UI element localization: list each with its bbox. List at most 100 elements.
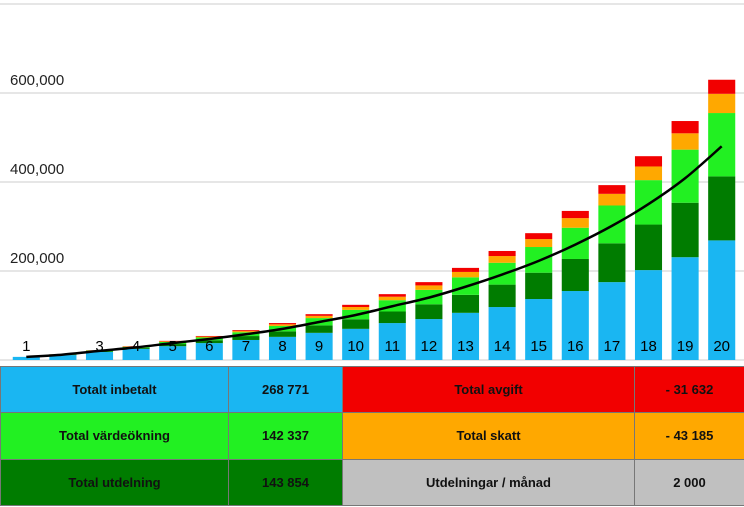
- table-cell: - 43 185: [634, 412, 744, 460]
- table-cell: Total avgift: [342, 365, 635, 414]
- bar-segment: [525, 272, 553, 300]
- bar-segment: [342, 328, 370, 360]
- y-tick-label: 600,000: [10, 72, 64, 89]
- x-tick-label: 20: [713, 338, 730, 355]
- table-cell: Total skatt: [342, 412, 635, 460]
- chart: 200,000400,000600,000800,000134567891011…: [0, 3, 744, 361]
- y-tick-label: 200,000: [10, 250, 64, 267]
- bar-segment: [415, 319, 443, 360]
- bar-segment: [195, 340, 223, 344]
- bar-segment: [451, 294, 480, 313]
- table-cell: 143 854: [228, 458, 343, 507]
- bar-segment: [342, 319, 370, 329]
- bar-segment: [598, 205, 626, 244]
- bar-segment: [12, 356, 40, 360]
- x-tick-label: 10: [347, 338, 364, 355]
- line: [26, 145, 723, 359]
- bar-segment: [488, 250, 516, 257]
- bar-segment: [232, 336, 260, 340]
- x-tick-label: 7: [242, 338, 250, 355]
- bar-segment: [561, 218, 589, 228]
- bar-segment: [195, 335, 223, 337]
- bar-segment: [305, 315, 333, 319]
- bar-segment: [488, 256, 516, 263]
- bar-segment: [85, 351, 114, 360]
- bar-segment: [561, 258, 589, 292]
- bar-segment: [451, 271, 480, 278]
- bar-segment: [159, 346, 187, 360]
- x-tick-label: 13: [457, 338, 474, 355]
- bar-segment: [671, 121, 699, 134]
- bar-segment: [159, 341, 187, 342]
- bar-segment: [671, 133, 699, 150]
- x-tick-label: 3: [95, 338, 103, 355]
- bar-segment: [232, 339, 260, 360]
- bar-segment: [415, 282, 443, 286]
- table-cell: - 31 632: [634, 365, 744, 414]
- table-cell: 268 771: [228, 365, 343, 414]
- bar-segment: [634, 166, 663, 181]
- bar-segment: [159, 344, 187, 347]
- bar-segment: [268, 336, 297, 360]
- bar-segment: [708, 176, 736, 241]
- bar-segment: [378, 311, 406, 324]
- bar-segment: [451, 267, 480, 272]
- x-tick-label: 4: [132, 338, 140, 355]
- summary-table: Totalt inbetalt 268 771 Total avgift - 31 6…: [0, 365, 744, 507]
- bar-segment: [378, 294, 406, 297]
- bar-segment: [415, 304, 443, 320]
- bar-segment: [634, 224, 663, 271]
- x-tick-label: 14: [494, 338, 511, 355]
- bar-segment: [305, 332, 333, 360]
- bar-segment: [268, 323, 297, 325]
- bar-segment: [525, 239, 553, 248]
- bar-segment: [525, 299, 553, 360]
- table-cell: Utdelningar / månad: [342, 458, 635, 507]
- bar-segment: [488, 284, 516, 308]
- bar-segment: [634, 270, 663, 360]
- bar-segment: [671, 257, 699, 360]
- x-tick-label: 6: [205, 338, 213, 355]
- x-tick-label: 17: [604, 338, 621, 355]
- bar-segment: [232, 330, 260, 332]
- bar-segment: [634, 180, 663, 225]
- table-cell: 2 000: [634, 458, 744, 507]
- bar-segment: [415, 285, 443, 290]
- bar-segment: [378, 296, 406, 301]
- bar-segment: [342, 307, 370, 310]
- x-tick-label: 12: [421, 338, 438, 355]
- bar-segment: [671, 202, 699, 258]
- bar-segment: [561, 291, 589, 360]
- x-tick-label: 16: [567, 338, 584, 355]
- bar-segment: [122, 348, 150, 360]
- table-cell: 142 337: [228, 412, 343, 460]
- bar-segment: [598, 185, 626, 194]
- bar-segment: [598, 282, 626, 360]
- x-tick-label: 19: [677, 338, 694, 355]
- bar-segment: [708, 240, 736, 360]
- bar-segment: [195, 336, 223, 338]
- bar-segment: [378, 323, 406, 360]
- y-tick-label: 400,000: [10, 161, 64, 178]
- bar-segment: [268, 331, 297, 337]
- bar-segment: [634, 156, 663, 167]
- bar-segment: [49, 355, 77, 360]
- table-cell: Totalt inbetalt: [0, 365, 229, 414]
- bar-segment: [671, 149, 699, 203]
- bar-segment: [488, 307, 516, 360]
- bar-segment: [708, 113, 736, 177]
- bar-segment: [561, 210, 589, 219]
- bar-segment: [708, 79, 736, 94]
- bar-segment: [305, 314, 333, 316]
- bar-segment: [708, 93, 736, 114]
- bar-segment: [598, 193, 626, 206]
- bar-segment: [525, 233, 553, 240]
- table-cell: Total utdelning: [0, 458, 229, 507]
- x-tick-label: 1: [22, 338, 30, 355]
- x-tick-label: 5: [169, 338, 177, 355]
- table-row: Total utdelning 143 854 Utdelningar / måna…: [0, 458, 744, 507]
- bar-segment: [268, 324, 297, 326]
- x-tick-label: 8: [278, 338, 286, 355]
- bar-segment: [598, 243, 626, 283]
- x-tick-label: 9: [315, 338, 323, 355]
